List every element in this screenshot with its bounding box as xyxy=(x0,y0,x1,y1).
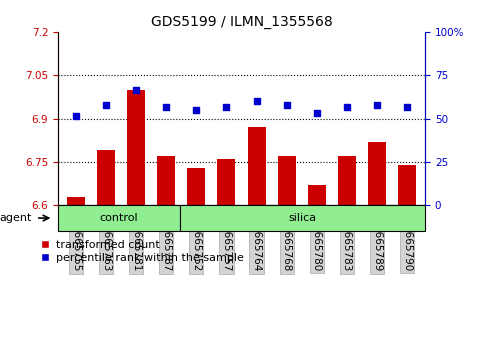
Text: agent: agent xyxy=(0,213,32,223)
Point xyxy=(313,110,321,116)
Bar xyxy=(180,205,425,231)
Point xyxy=(373,102,381,108)
Bar xyxy=(247,127,266,205)
Point xyxy=(343,104,351,110)
Bar xyxy=(368,142,386,205)
Bar xyxy=(278,156,296,205)
Point xyxy=(132,87,140,93)
Point xyxy=(223,104,230,110)
Bar xyxy=(157,156,175,205)
Bar xyxy=(58,205,180,231)
Point xyxy=(102,102,110,108)
Bar xyxy=(398,165,416,205)
Point xyxy=(403,104,411,110)
Bar xyxy=(67,196,85,205)
Bar xyxy=(217,159,236,205)
Point xyxy=(72,113,80,119)
Text: silica: silica xyxy=(289,213,317,223)
Bar xyxy=(338,156,356,205)
Bar xyxy=(127,90,145,205)
Legend: transformed count, percentile rank within the sample: transformed count, percentile rank withi… xyxy=(40,240,244,263)
Point xyxy=(193,107,200,113)
Bar xyxy=(308,185,326,205)
Title: GDS5199 / ILMN_1355568: GDS5199 / ILMN_1355568 xyxy=(151,16,332,29)
Bar xyxy=(97,150,115,205)
Text: control: control xyxy=(100,213,139,223)
Point xyxy=(283,102,290,108)
Point xyxy=(162,104,170,110)
Point xyxy=(253,98,260,104)
Bar xyxy=(187,168,205,205)
